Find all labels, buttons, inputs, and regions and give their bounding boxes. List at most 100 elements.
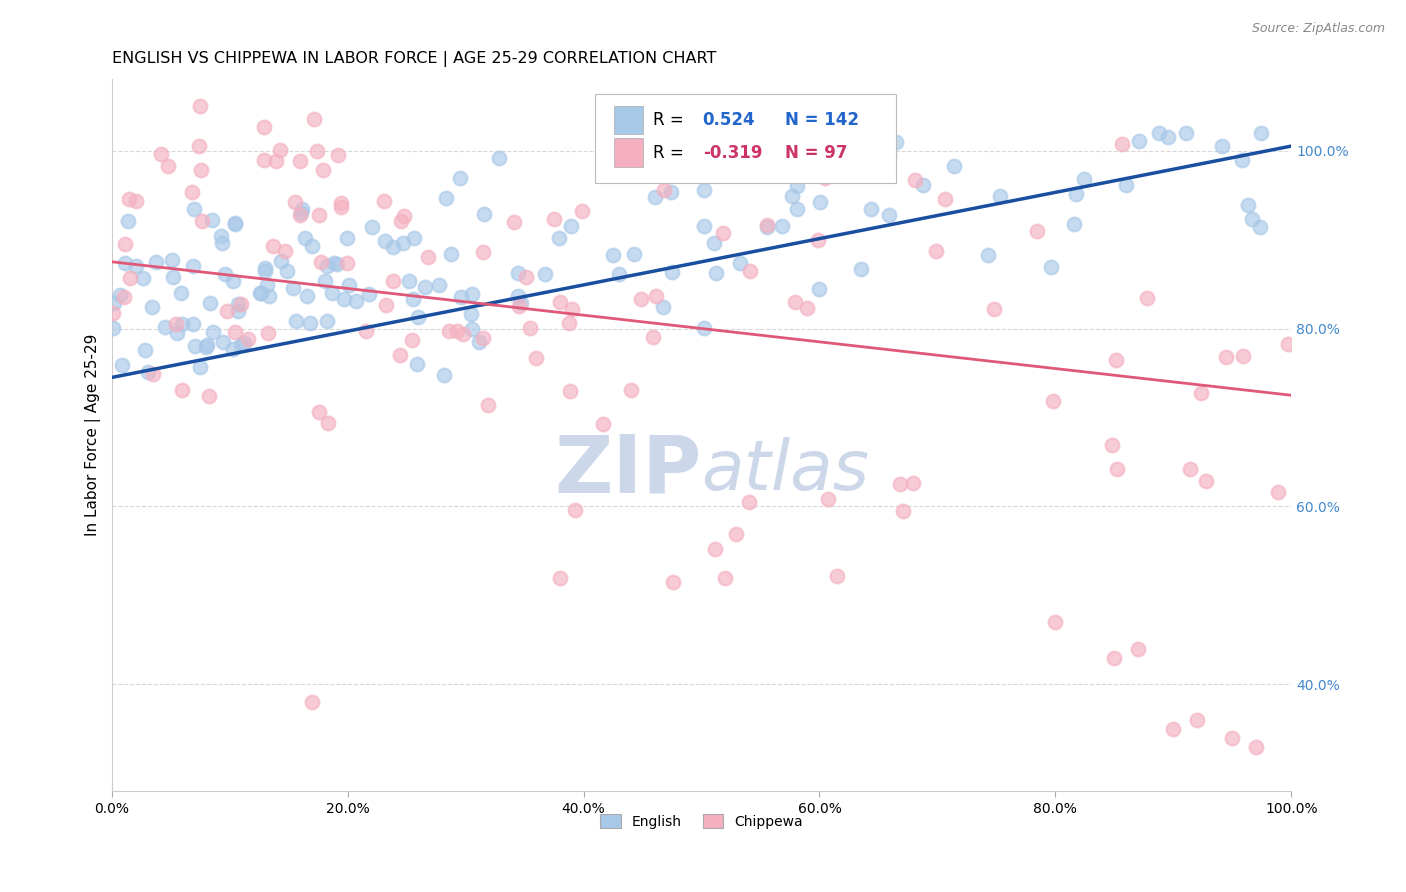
- Point: [543, 211, 565, 226]
- Point: [620, 384, 643, 398]
- Point: [460, 307, 482, 321]
- Point: [406, 357, 429, 371]
- Point: [156, 159, 179, 173]
- Point: [194, 340, 217, 354]
- Point: [1240, 212, 1263, 227]
- Point: [354, 324, 377, 338]
- Point: [373, 194, 395, 208]
- Point: [451, 326, 474, 341]
- Point: [1267, 485, 1289, 500]
- Point: [427, 278, 450, 293]
- Point: [392, 236, 415, 251]
- Point: [374, 298, 396, 312]
- Point: [911, 178, 934, 192]
- Point: [392, 209, 415, 223]
- Text: R =: R =: [654, 144, 689, 161]
- Point: [488, 152, 510, 166]
- Point: [752, 126, 775, 140]
- Point: [1045, 615, 1067, 630]
- Point: [388, 348, 411, 362]
- Point: [198, 388, 221, 402]
- Point: [433, 368, 456, 382]
- Point: [181, 317, 204, 331]
- Point: [1249, 220, 1271, 235]
- Point: [519, 320, 541, 334]
- Point: [1128, 134, 1150, 148]
- Point: [226, 303, 249, 318]
- Point: [374, 234, 396, 248]
- Point: [253, 120, 276, 134]
- Point: [738, 264, 761, 278]
- Point: [183, 202, 205, 216]
- Point: [592, 417, 614, 431]
- Text: atlas: atlas: [702, 437, 869, 504]
- Point: [472, 245, 495, 260]
- Legend: English, Chippewa: English, Chippewa: [595, 808, 808, 834]
- Point: [644, 190, 666, 204]
- Point: [229, 296, 252, 310]
- Point: [326, 257, 349, 271]
- Point: [889, 477, 911, 491]
- Point: [136, 365, 159, 379]
- Point: [309, 254, 332, 268]
- Point: [724, 527, 747, 541]
- Point: [1105, 353, 1128, 368]
- Point: [209, 229, 232, 244]
- Point: [170, 383, 193, 397]
- Point: [1211, 139, 1233, 153]
- Point: [229, 338, 252, 352]
- Point: [408, 310, 430, 324]
- Point: [172, 317, 194, 331]
- Point: [1157, 129, 1180, 144]
- Point: [780, 189, 803, 203]
- Point: [269, 143, 291, 157]
- Point: [641, 330, 664, 344]
- Text: -0.319: -0.319: [703, 144, 762, 161]
- Point: [440, 247, 463, 261]
- Point: [891, 504, 914, 518]
- Point: [344, 294, 367, 309]
- Point: [211, 235, 233, 250]
- Point: [285, 314, 308, 328]
- Point: [738, 494, 761, 508]
- Point: [402, 231, 425, 245]
- Point: [558, 316, 581, 330]
- Point: [153, 319, 176, 334]
- Point: [294, 231, 316, 245]
- Text: ENGLISH VS CHIPPEWA IN LABOR FORCE | AGE 25-29 CORRELATION CHART: ENGLISH VS CHIPPEWA IN LABOR FORCE | AGE…: [111, 51, 716, 67]
- Point: [508, 300, 530, 314]
- Point: [506, 266, 529, 280]
- Point: [602, 247, 624, 261]
- Point: [398, 274, 420, 288]
- Point: [125, 259, 148, 273]
- Point: [770, 219, 793, 233]
- Point: [786, 202, 808, 216]
- Point: [215, 304, 238, 318]
- Text: Source: ZipAtlas.com: Source: ZipAtlas.com: [1251, 22, 1385, 36]
- Point: [814, 171, 837, 186]
- Point: [257, 289, 280, 303]
- Y-axis label: In Labor Force | Age 25-29: In Labor Force | Age 25-29: [86, 334, 101, 536]
- Point: [150, 147, 173, 161]
- Point: [305, 144, 328, 158]
- Point: [262, 239, 284, 253]
- Point: [326, 148, 349, 162]
- Point: [714, 571, 737, 585]
- Point: [284, 194, 307, 209]
- Point: [693, 184, 716, 198]
- Point: [468, 334, 491, 349]
- Point: [623, 247, 645, 261]
- Point: [308, 404, 330, 418]
- Point: [645, 289, 668, 303]
- Point: [879, 208, 901, 222]
- Point: [1042, 393, 1064, 408]
- Point: [1195, 475, 1218, 489]
- Point: [807, 282, 830, 296]
- Point: [322, 256, 344, 270]
- Point: [184, 339, 207, 353]
- Point: [254, 261, 277, 276]
- Point: [201, 212, 224, 227]
- Point: [103, 296, 125, 310]
- Point: [730, 256, 752, 270]
- Point: [808, 195, 831, 210]
